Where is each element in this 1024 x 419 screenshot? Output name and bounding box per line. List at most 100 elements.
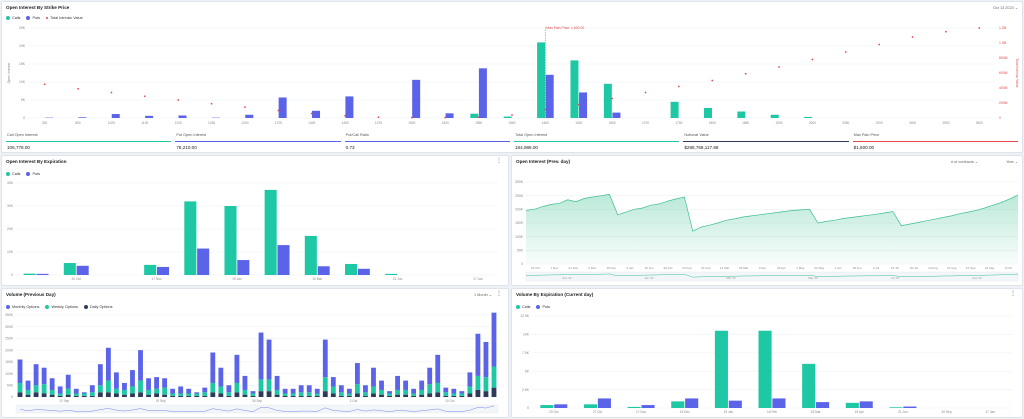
x-tick-label: 17 Jan	[473, 277, 483, 281]
bar-daily	[379, 394, 384, 397]
y-tick-label: 50K	[7, 383, 14, 387]
legend-daily[interactable]: Daily Options	[83, 305, 113, 309]
legend-total[interactable]: Total Intrinsic Value	[46, 16, 83, 20]
tiv-point	[77, 87, 79, 90]
bar-daily	[459, 395, 465, 397]
volume-prev-panel-title: Volume (Previous Day)	[6, 292, 56, 297]
bar-daily	[250, 395, 256, 397]
bar-weekly	[338, 392, 344, 396]
bar-weekly	[89, 392, 95, 396]
x-tick-label: 12 Mar	[720, 266, 729, 270]
bar-daily	[210, 392, 216, 397]
bar-puts	[357, 268, 370, 275]
legend-puts[interactable]: Puts	[26, 172, 40, 176]
bar-weekly	[411, 393, 417, 396]
legend-calls[interactable]: Calls	[6, 16, 20, 20]
bar-daily	[411, 395, 417, 397]
legend-weekly[interactable]: Weekly Options	[45, 305, 78, 309]
bar-calls	[385, 273, 398, 275]
series-line	[525, 193, 1019, 232]
bar-daily	[298, 395, 304, 397]
bar-weekly	[443, 392, 449, 396]
x-tick-label: 27 Feb	[701, 266, 711, 270]
tiv-point	[477, 116, 480, 119]
y-tick-label: 0	[11, 273, 13, 277]
bar-weekly	[475, 375, 481, 390]
total-swatch	[46, 17, 49, 19]
bar-daily	[274, 394, 280, 397]
bar-daily	[97, 392, 103, 397]
x-tick-label: 800	[75, 121, 81, 125]
legend-puts[interactable]: Puts	[536, 305, 550, 309]
x-tick-label: 17 Nov	[636, 410, 647, 414]
bar-monthly	[274, 375, 280, 390]
bar-daily	[194, 395, 200, 397]
bar-weekly	[130, 386, 135, 394]
legend-calls[interactable]: Calls	[6, 172, 20, 176]
tiv-point	[310, 112, 313, 115]
bar-monthly	[314, 388, 320, 394]
y-tick-label: 40K	[7, 181, 14, 185]
legend-monthly[interactable]: Monthly Options	[6, 305, 39, 309]
stat-label: Notional Value	[684, 133, 709, 137]
x-tick-label: 1750	[675, 121, 682, 125]
bar-puts	[237, 260, 250, 275]
bar-daily	[258, 391, 264, 397]
y-tick-label: 0	[521, 262, 523, 266]
x-tick-label: 9 Apr	[759, 266, 766, 270]
bar-monthly	[483, 341, 489, 378]
stat-value: 184,988.00	[515, 145, 538, 150]
bar-daily	[387, 395, 392, 397]
bar-puts	[317, 266, 330, 275]
bar-calls	[671, 401, 685, 408]
stat-underline	[683, 141, 849, 142]
tiv-point	[110, 91, 113, 94]
bar-monthly	[467, 372, 473, 387]
bar-monthly	[242, 375, 248, 390]
date-select[interactable]: Oct 13 2023 ⌄	[993, 5, 1018, 10]
more-vertical-icon[interactable]: ⋮	[496, 291, 502, 297]
x-tick-label: 19 Sep	[156, 399, 166, 403]
bar-calls	[470, 113, 479, 118]
x-tick-label: 27 Oct	[593, 410, 603, 414]
period-select[interactable]: Year ⌄	[1006, 160, 1018, 164]
bar-calls	[804, 116, 813, 118]
bar-puts	[685, 398, 699, 408]
contracts-select[interactable]: # of contracts ⌄	[950, 160, 978, 164]
more-vertical-icon[interactable]: ⋮	[496, 158, 502, 164]
bar-weekly	[379, 389, 384, 395]
x-tick-label: 16 Jan	[644, 266, 653, 270]
x-tick-label: 17 Nov	[152, 277, 163, 281]
y-tick-label: 300K	[515, 180, 524, 184]
x-tick-label: 20 Oct	[549, 410, 559, 414]
chevron-down-icon: ⌄	[1014, 6, 1018, 10]
bar-monthly	[122, 382, 127, 390]
bar-puts	[545, 74, 554, 118]
stat-underline	[175, 141, 341, 142]
area-fill	[526, 194, 1018, 264]
bar-calls	[802, 363, 816, 408]
bar-monthly	[114, 372, 119, 389]
x-tick-label: 4 Jun	[835, 266, 843, 270]
legend-calls[interactable]: Calls	[516, 305, 530, 309]
bar-calls	[184, 201, 197, 275]
bar-monthly	[322, 339, 328, 378]
range-select[interactable]: 1 Month ⌄	[474, 293, 492, 297]
stat-underline	[852, 141, 1018, 142]
bar-calls	[63, 263, 76, 275]
legend-puts[interactable]: Puts	[26, 16, 40, 20]
bar-weekly	[459, 393, 465, 396]
bar-weekly	[322, 377, 328, 392]
bar-monthly	[226, 385, 232, 393]
bar-puts	[145, 115, 154, 118]
bar-puts	[554, 404, 568, 408]
x-tick-label: 26 Sep	[252, 399, 262, 403]
bar-weekly	[146, 389, 151, 395]
more-vertical-icon[interactable]: ⋮	[1010, 291, 1016, 297]
stat-4: Notional Value $288,768,117.88	[683, 133, 849, 152]
y-right-axis-label: Total Intrinsic Value	[1015, 58, 1019, 87]
x-tick-label: 1500	[408, 121, 415, 125]
bar-daily	[73, 395, 79, 397]
bar-weekly	[178, 393, 184, 396]
bar-monthly	[435, 354, 441, 383]
